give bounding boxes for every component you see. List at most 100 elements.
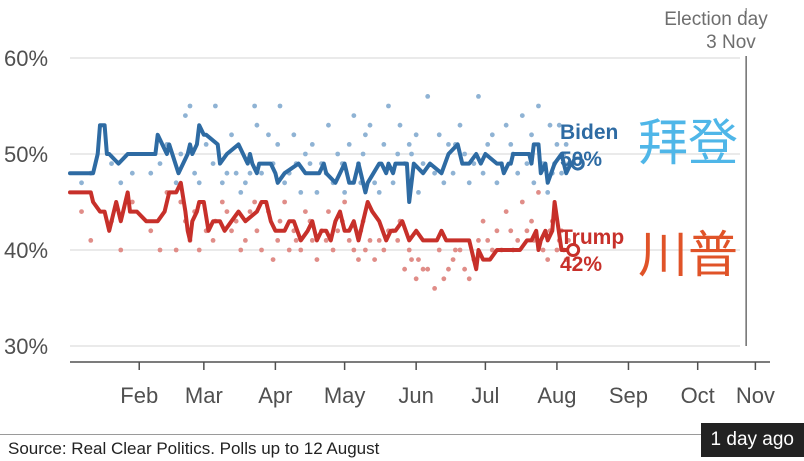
biden-poll-dot [450, 170, 456, 176]
trump-label: Trump [560, 226, 624, 249]
biden-poll-dot [413, 132, 419, 138]
biden-poll-dot [446, 142, 451, 147]
trump-poll-dot [536, 190, 541, 195]
trump-poll-dot [563, 257, 569, 262]
series-lines [68, 123, 585, 272]
biden-poll-dot [416, 190, 421, 195]
biden-poll-dot [409, 151, 414, 157]
trump-poll-dot [524, 228, 530, 234]
trump-poll-dot [409, 257, 414, 262]
trump-poll-dot [252, 199, 258, 205]
trump-poll-dot [515, 238, 521, 243]
trump-poll-dot [282, 199, 288, 205]
biden-poll-dot [326, 122, 331, 128]
biden-poll-dot [129, 170, 135, 176]
biden-poll-dot [229, 132, 234, 138]
trump-poll-dot [529, 218, 534, 224]
trump-end-marker [566, 243, 581, 257]
x-tick-label: Feb [120, 383, 158, 408]
biden-poll-dot [291, 132, 297, 138]
trump-poll-dot [432, 286, 438, 291]
biden-poll-dot [508, 142, 514, 147]
x-tick-label: Aug [537, 383, 576, 408]
biden-poll-dot [489, 132, 495, 138]
biden-poll-dot [406, 142, 412, 147]
trump-poll-dot [173, 247, 179, 253]
biden-poll-dot [342, 190, 348, 195]
biden-poll-dot [351, 113, 357, 118]
x-tick-label: Mar [185, 383, 223, 408]
biden-poll-dot [531, 180, 537, 186]
trump-poll-dot [457, 247, 463, 253]
trump-poll-dot [446, 266, 451, 272]
trump-poll-dot [247, 209, 253, 215]
biden-poll-dot [302, 151, 308, 157]
x-tick-label: Oct [681, 383, 715, 408]
biden-poll-dot [282, 180, 288, 186]
trump-poll-dot [326, 209, 331, 215]
trump-poll-dot [402, 266, 408, 272]
trump-poll-dot [88, 238, 94, 243]
biden-poll-dot [173, 180, 179, 186]
trump-poll-dot [420, 266, 426, 272]
x-tick-label: Jun [398, 383, 433, 408]
trump-poll-dot [298, 247, 304, 253]
trump-polls [79, 190, 571, 291]
biden-poll-dot [182, 113, 188, 118]
biden-poll-dot [242, 180, 248, 186]
trump-poll-dot [229, 228, 234, 234]
trump-poll-dot [466, 276, 472, 282]
trump-poll-dot [148, 228, 154, 234]
biden-poll-dot [547, 122, 553, 128]
trump-poll-dot [129, 199, 135, 205]
biden-poll-dot [480, 170, 486, 176]
biden-poll-dot [212, 103, 218, 109]
trump-poll-dot [436, 247, 442, 253]
y-tick-label: 60% [4, 46, 48, 71]
trump-poll-dot [293, 238, 299, 243]
trump-poll-dot [425, 266, 431, 272]
trump-poll-dot [118, 247, 124, 253]
biden-poll-dot [275, 142, 281, 147]
biden-poll-dot [536, 103, 541, 109]
biden-poll-dot [187, 103, 193, 109]
trump-poll-dot [413, 276, 419, 282]
biden-poll-dot [309, 142, 315, 147]
biden-poll-dot [192, 170, 198, 176]
biden-poll-dot [203, 142, 209, 147]
trump-poll-dot [452, 247, 458, 253]
biden-poll-dot [386, 103, 391, 109]
biden-poll-dot [376, 190, 382, 195]
trump-poll-dot [406, 247, 412, 253]
biden-poll-dot [519, 113, 525, 118]
biden-poll-dot [314, 190, 320, 195]
biden-poll-dot [362, 132, 368, 138]
y-tick-label: 30% [4, 334, 48, 359]
biden-poll-dot [563, 142, 569, 147]
election-date-label: 3 Nov [706, 32, 756, 53]
gridlines [70, 57, 740, 347]
biden-poll-dot [372, 180, 378, 186]
biden-poll-dot [441, 180, 447, 186]
biden-poll-dot [224, 170, 230, 176]
trump-poll-dot [545, 257, 551, 262]
trump-chinese-label: 川普 [638, 226, 738, 284]
trump-poll-dot [277, 218, 283, 224]
biden-poll-dot [554, 142, 560, 147]
trump-poll-dot [346, 238, 352, 243]
biden-poll-dot [266, 132, 271, 138]
trump-poll-dot [554, 247, 560, 253]
biden-poll-dot [462, 151, 468, 157]
biden-poll-dot [252, 103, 258, 109]
biden-poll-dot [307, 161, 313, 167]
trump-poll-dot [309, 238, 315, 243]
biden-poll-dot [109, 161, 114, 167]
trump-value-label: 42% [560, 253, 602, 276]
biden-poll-dot [196, 180, 202, 186]
trump-poll-dot [476, 238, 481, 243]
trump-poll-dot [372, 257, 378, 262]
biden-end-marker [570, 156, 585, 171]
y-tick-label: 50% [4, 142, 48, 167]
x-tick-label: Nov [736, 383, 775, 408]
chart: 30% 40% 50% 60% Feb Mar Apr May Jun Jul Aug Sep Oct… [4, 8, 775, 408]
